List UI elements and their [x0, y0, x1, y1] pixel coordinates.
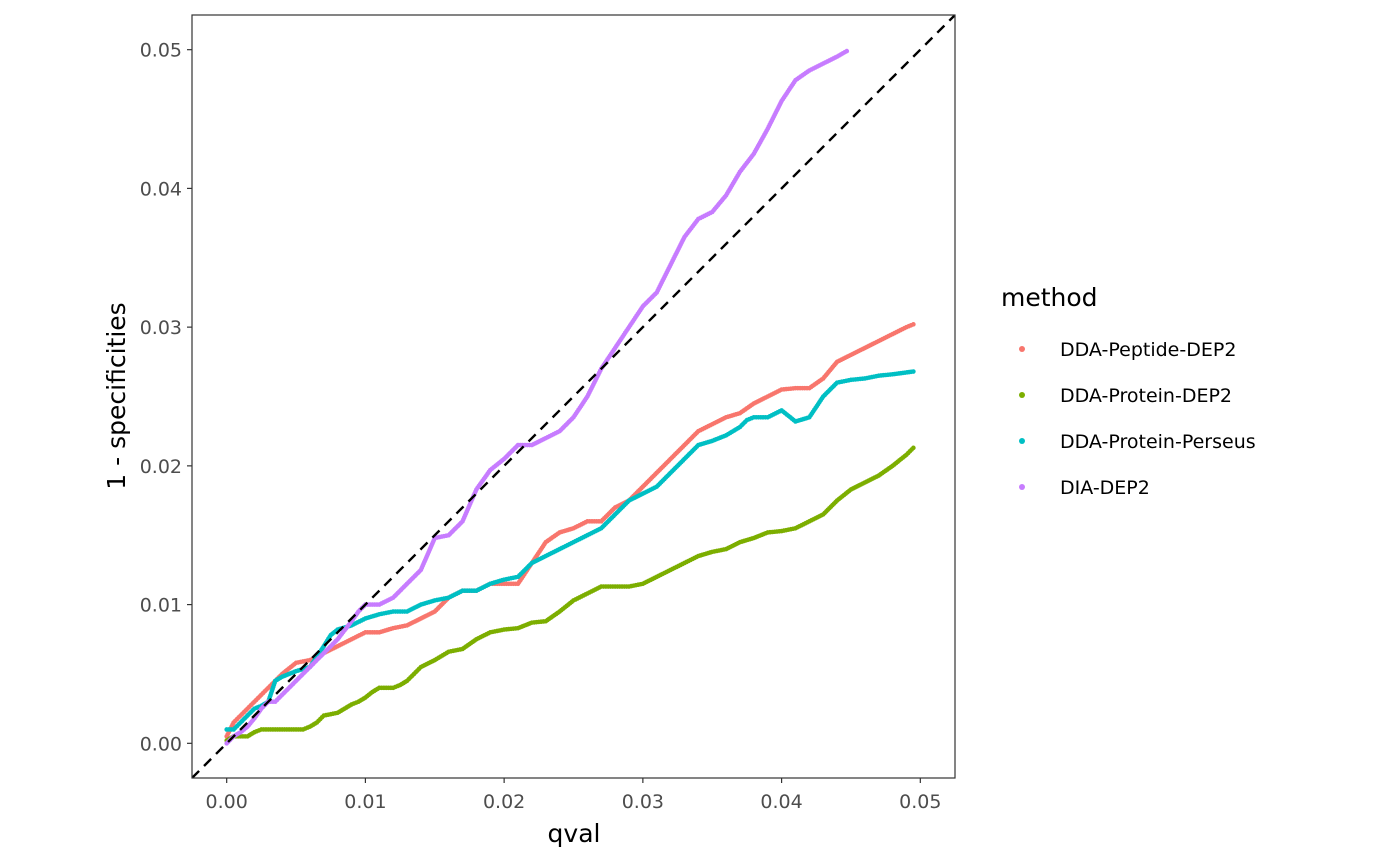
legend-label: DIA-DEP2	[1060, 477, 1150, 499]
legend-label: DDA-Protein-Perseus	[1060, 431, 1256, 453]
x-axis: 0.00 0.01 0.02 0.03 0.04 0.05	[206, 778, 941, 813]
x-axis-title: qval	[548, 819, 601, 848]
legend-key	[1019, 346, 1025, 352]
y-axis-title: 1 - specificities	[102, 302, 131, 489]
x-tick-label: 0.01	[344, 791, 386, 813]
y-axis: 0.00 0.01 0.02 0.03 0.04 0.05	[140, 40, 192, 755]
panel-border	[191, 14, 956, 779]
legend: method DDA-Peptide-DEP2DDA-Protein-DEP2D…	[1001, 283, 1256, 499]
series-DDA-Protein-Perseus	[224, 369, 916, 732]
y-tick-label: 0.00	[140, 733, 182, 755]
legend-title: method	[1001, 283, 1098, 312]
x-tick-label: 0.04	[760, 791, 802, 813]
y-tick-label: 0.05	[140, 40, 182, 62]
data-point	[911, 445, 916, 451]
y-tick-label: 0.01	[140, 595, 182, 617]
y-tick-label: 0.04	[140, 178, 182, 200]
reference-line	[192, 15, 955, 778]
x-tick-label: 0.02	[483, 791, 525, 813]
x-tick-label: 0.05	[899, 791, 941, 813]
legend-key	[1019, 392, 1025, 398]
x-tick-label: 0.03	[622, 791, 664, 813]
series-DDA-Protein-DEP2	[224, 445, 916, 743]
legend-key	[1019, 484, 1025, 490]
legend-item: DIA-DEP2	[1019, 477, 1150, 499]
y-tick-label: 0.02	[140, 456, 182, 478]
series-DDA-Peptide-DEP2	[224, 322, 916, 739]
x-tick-label: 0.00	[206, 791, 248, 813]
legend-label: DDA-Peptide-DEP2	[1060, 339, 1236, 361]
data-point	[911, 369, 916, 374]
legend-item: DDA-Protein-Perseus	[1019, 431, 1256, 453]
legend-items: DDA-Peptide-DEP2 DDA-Protein-DEP2 DDA-Prot…	[1019, 339, 1256, 499]
legend-key	[1019, 438, 1025, 444]
data-point	[844, 48, 850, 54]
data-point	[911, 322, 916, 327]
legend-item: DDA-Protein-DEP2	[1019, 385, 1232, 407]
y-tick-label: 0.03	[140, 317, 182, 339]
points-layer	[224, 48, 916, 746]
legend-item: DDA-Peptide-DEP2	[1019, 339, 1236, 361]
legend-label: DDA-Protein-DEP2	[1060, 385, 1232, 407]
plot-area	[191, 14, 956, 779]
series-DIA-DEP2	[224, 48, 850, 746]
